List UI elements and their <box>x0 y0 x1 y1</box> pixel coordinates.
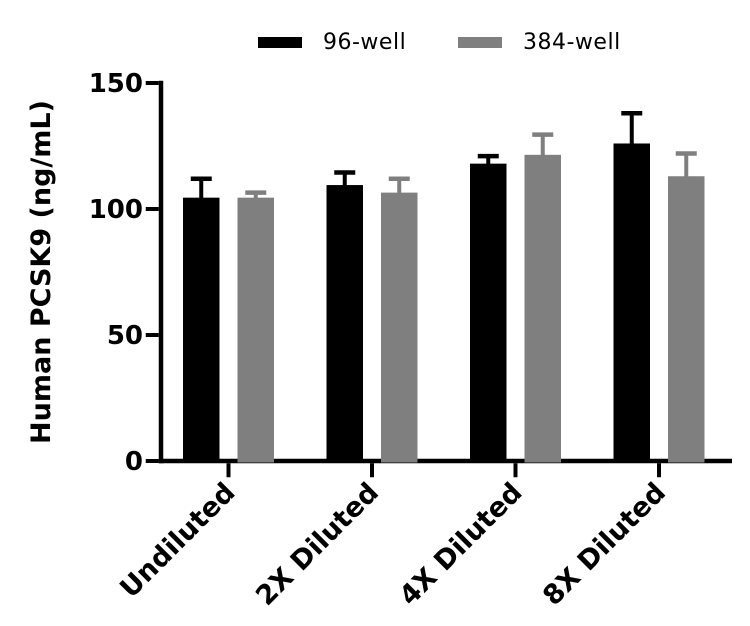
x-category-label-4x-diluted: 4X Diluted <box>394 477 529 612</box>
legend-swatch-384-well <box>458 36 502 48</box>
bar-96-well-2x-diluted <box>326 185 363 463</box>
y-tick-label-100: 100 <box>89 195 143 225</box>
bar-96-well-8x-diluted <box>613 143 650 463</box>
y-tick-label-50: 50 <box>107 321 143 351</box>
bar-384-well-2x-diluted <box>381 192 418 463</box>
x-category-label-undiluted: Undiluted <box>114 477 241 604</box>
chart-legend: 96-well 384-well <box>0 0 750 62</box>
bar-384-well-undiluted <box>237 197 274 463</box>
legend-swatch-96-well <box>258 36 302 48</box>
y-tick-label-0: 0 <box>125 447 143 477</box>
y-axis-title: Human PCSK9 (ng/mL) <box>26 100 57 444</box>
legend-item-384-well: 384-well <box>458 29 621 55</box>
bar-384-well-8x-diluted <box>668 176 705 463</box>
legend-label-96-well: 96-well <box>323 29 407 55</box>
y-tick-label-150: 150 <box>89 69 143 99</box>
bar-384-well-4x-diluted <box>524 154 561 463</box>
bar-96-well-undiluted <box>183 197 220 463</box>
x-category-label-8x-diluted: 8X Diluted <box>537 477 672 612</box>
bar-96-well-4x-diluted <box>470 163 507 463</box>
x-category-label-2x-diluted: 2X Diluted <box>250 477 385 612</box>
legend-label-384-well: 384-well <box>523 29 621 55</box>
legend-item-96-well: 96-well <box>258 29 407 55</box>
